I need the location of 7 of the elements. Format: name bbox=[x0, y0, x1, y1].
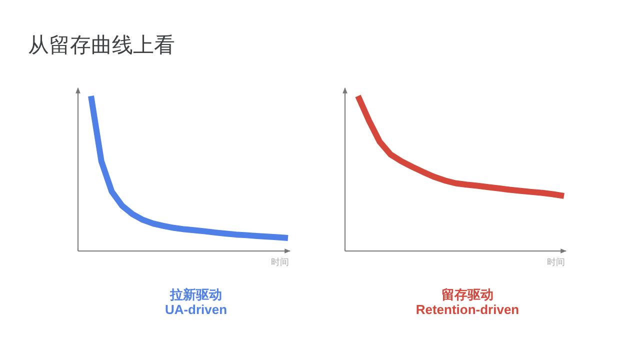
text: 留存驱动 bbox=[442, 287, 494, 302]
chart-title: 从留存曲线上看 bbox=[28, 34, 175, 57]
x-axis-title: 时间 bbox=[547, 257, 565, 267]
text: 拉新驱动 bbox=[169, 287, 222, 302]
text: Retention-driven bbox=[416, 302, 520, 317]
x-axis-title: 时间 bbox=[271, 257, 289, 267]
text: UA-driven bbox=[164, 302, 228, 317]
